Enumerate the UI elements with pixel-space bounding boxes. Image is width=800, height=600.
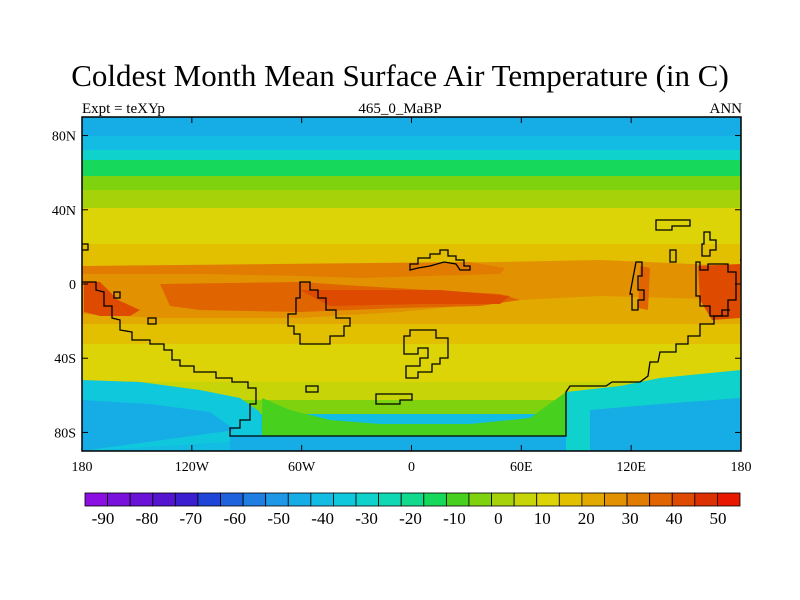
colorbar-label: 50 bbox=[710, 509, 727, 528]
colorbar-swatch bbox=[423, 492, 447, 507]
season-label: ANN bbox=[709, 101, 743, 117]
colorbar-swatch bbox=[581, 492, 605, 507]
colorbar-label: -30 bbox=[355, 509, 378, 528]
lat-tick-label: 0 bbox=[69, 278, 76, 293]
colorbar-label: -60 bbox=[223, 509, 246, 528]
map-title: Coldest Month Mean Surface Air Temperatu… bbox=[71, 58, 729, 93]
colorbar-label: -10 bbox=[443, 509, 466, 528]
lon-tick-label: 60W bbox=[288, 460, 316, 475]
colorbar: -90 -80 -70 -60 -50 -40 -30 -20 -10 0 10 20 30 40 50 bbox=[84, 492, 741, 528]
colorbar-swatch bbox=[242, 492, 267, 507]
colorbar-swatch bbox=[558, 492, 583, 507]
latitude-axis: 80N 40N 0 40S 80S bbox=[52, 130, 741, 441]
colorbar-swatch bbox=[536, 492, 560, 507]
colorbar-swatch bbox=[287, 492, 312, 507]
colorbar-swatch bbox=[378, 492, 402, 507]
colorbar-swatch bbox=[174, 492, 199, 507]
colorbar-swatch bbox=[400, 492, 425, 507]
continent-outlines bbox=[82, 219, 741, 437]
colorbar-swatch bbox=[107, 492, 131, 507]
lat-tick-label: 40N bbox=[52, 204, 76, 219]
experiment-label: Expt = teXYp bbox=[82, 101, 165, 117]
colorbar-swatch bbox=[491, 492, 515, 507]
lat-tick-label: 80N bbox=[52, 130, 76, 145]
lon-tick-label: 180 bbox=[731, 460, 752, 475]
lat-tick-label: 40S bbox=[54, 352, 76, 367]
colorbar-label: -90 bbox=[92, 509, 115, 528]
colorbar-label: -70 bbox=[180, 509, 203, 528]
lon-tick-label: 0 bbox=[408, 460, 415, 475]
colorbar-swatch bbox=[310, 492, 334, 507]
colorbar-swatch bbox=[649, 492, 673, 507]
colorbar-swatch bbox=[129, 492, 154, 507]
lat-tick-label: 80S bbox=[54, 426, 76, 441]
colorbar-label: 20 bbox=[578, 509, 595, 528]
period-label: 465_0_MaBP bbox=[358, 101, 442, 117]
colorbar-swatch bbox=[265, 492, 289, 507]
colorbar-swatch bbox=[717, 492, 741, 507]
lon-tick-label: 120W bbox=[175, 460, 210, 475]
colorbar-swatch bbox=[626, 492, 651, 507]
lon-tick-label: 180 bbox=[72, 460, 93, 475]
temperature-field bbox=[82, 117, 741, 451]
colorbar-label: 10 bbox=[534, 509, 551, 528]
colorbar-swatch bbox=[513, 492, 538, 507]
colorbar-label: -40 bbox=[311, 509, 334, 528]
colorbar-swatch bbox=[694, 492, 718, 507]
colorbar-label: -50 bbox=[267, 509, 290, 528]
colorbar-label: -80 bbox=[136, 509, 159, 528]
colorbar-swatch bbox=[468, 492, 492, 507]
colorbar-swatch bbox=[220, 492, 244, 507]
colorbar-swatch bbox=[333, 492, 357, 507]
colorbar-label: -20 bbox=[399, 509, 422, 528]
colorbar-swatch bbox=[671, 492, 696, 507]
colorbar-swatch bbox=[197, 492, 221, 507]
colorbar-swatch bbox=[445, 492, 470, 507]
colorbar-label: 40 bbox=[666, 509, 683, 528]
colorbar-label: 30 bbox=[622, 509, 639, 528]
colorbar-label: 0 bbox=[494, 509, 503, 528]
colorbar-swatch bbox=[84, 492, 108, 507]
colorbar-swatch bbox=[152, 492, 176, 507]
colorbar-swatch bbox=[355, 492, 380, 507]
lon-tick-label: 120E bbox=[616, 460, 646, 475]
longitude-axis: 180 120W 60W 0 60E 120E 180 bbox=[72, 117, 752, 475]
colorbar-swatch bbox=[604, 492, 628, 507]
lon-tick-label: 60E bbox=[510, 460, 533, 475]
